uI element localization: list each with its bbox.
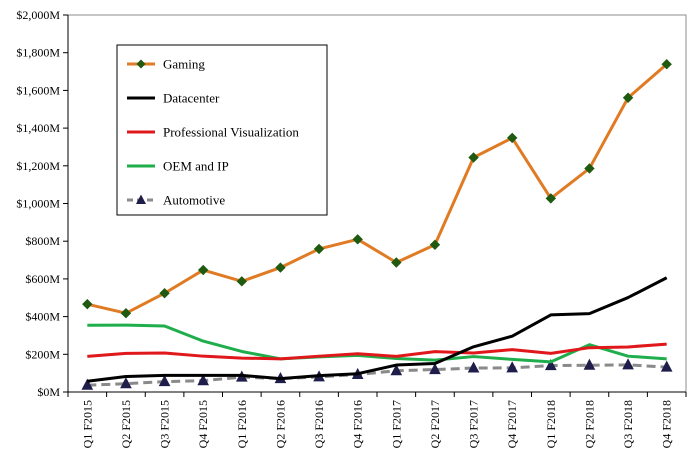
data-point-marker	[583, 358, 596, 370]
y-axis-tick-labels: $0M $200M $400M $600M $800M $1,000M $1,200M $1,…	[16, 8, 60, 399]
x-tick-label: Q1 F2018	[544, 400, 558, 448]
data-point-marker	[120, 307, 132, 319]
legend-item: Gaming	[127, 57, 205, 72]
series-line	[87, 276, 668, 383]
legend-label: Datacenter	[163, 91, 220, 106]
legend: Gaming Datacenter Professional Visualizati…	[116, 44, 328, 216]
series-line	[87, 342, 667, 361]
y-tick-label: $1,000M	[16, 197, 60, 211]
y-tick-label: $0M	[37, 385, 60, 399]
data-point-marker	[660, 360, 673, 372]
y-tick-label: $1,800M	[16, 46, 60, 60]
data-point-marker	[352, 234, 363, 245]
data-point-marker	[622, 358, 634, 370]
legend-label: Professional Visualization	[163, 125, 299, 140]
data-point-marker	[429, 362, 441, 375]
legend-item: OEM and IP	[127, 159, 229, 174]
series-line	[87, 323, 667, 364]
y-tick-label: $200M	[25, 347, 60, 361]
x-tick-label: Q3 F2016	[312, 400, 326, 448]
y-tick-label: $600M	[25, 272, 60, 286]
data-point-marker	[661, 58, 672, 70]
series-line	[86, 63, 668, 315]
x-tick-label: Q1 F2015	[80, 400, 94, 448]
x-axis-tick-labels: Q1 F2015 Q2 F2015 Q3 F2015 Q4 F2015 Q1 F2016…	[80, 400, 673, 448]
data-point-marker	[506, 361, 519, 373]
data-point-marker	[81, 378, 94, 390]
x-tick-label: Q4 F2016	[351, 400, 365, 448]
axes	[63, 14, 687, 397]
y-tick-label: $800M	[25, 234, 60, 248]
data-point-marker	[467, 361, 480, 373]
x-tick-label: Q4 F2015	[196, 400, 210, 448]
data-point-marker	[313, 243, 325, 255]
x-tick-label: Q1 F2016	[235, 400, 249, 448]
legend-label: Gaming	[163, 57, 205, 72]
x-tick-label: Q4 F2017	[505, 400, 519, 448]
series-oem-and-ip	[87, 323, 667, 364]
data-point-marker	[236, 276, 248, 287]
data-point-marker	[429, 239, 441, 250]
x-tick-label: Q3 F2018	[621, 400, 635, 448]
legend-item: Datacenter	[127, 91, 220, 106]
y-tick-label: $1,200M	[16, 159, 60, 173]
legend-box	[116, 44, 328, 216]
data-point-marker	[197, 264, 209, 276]
x-tick-label: Q3 F2017	[467, 400, 481, 448]
legend-marker	[136, 194, 146, 204]
y-tick-label: $1,400M	[16, 121, 60, 135]
data-point-marker	[506, 132, 518, 144]
x-tick-label: Q2 F2017	[428, 400, 442, 448]
legend-label: Automotive	[163, 193, 225, 208]
series-line	[87, 363, 667, 387]
data-point-marker	[197, 374, 210, 386]
data-point-marker	[545, 193, 557, 204]
series-professional-visualization	[87, 342, 667, 361]
data-point-marker	[390, 364, 403, 376]
y-tick-label: $2,000M	[16, 8, 60, 22]
data-point-marker	[584, 163, 595, 174]
x-tick-label: Q3 F2015	[158, 400, 172, 448]
data-point-marker	[544, 359, 557, 371]
data-point-marker	[82, 298, 93, 310]
data-point-marker	[159, 288, 170, 299]
legend-item: Professional Visualization	[127, 125, 299, 140]
series-layer	[81, 58, 673, 390]
x-tick-label: Q1 F2017	[389, 400, 403, 448]
y-tick-label: $1,600M	[16, 83, 60, 97]
series-gaming	[82, 58, 672, 319]
y-tick-label: $400M	[25, 310, 60, 324]
data-point-marker	[391, 257, 402, 268]
legend-marker	[136, 59, 146, 69]
data-point-marker	[158, 375, 171, 387]
legend-item: Automotive	[127, 193, 225, 208]
x-tick-label: Q2 F2015	[119, 400, 133, 448]
legend-label: OEM and IP	[163, 159, 229, 174]
data-point-marker	[275, 262, 286, 273]
x-tick-label: Q2 F2016	[273, 400, 287, 448]
data-point-marker	[120, 377, 132, 389]
data-point-marker	[622, 92, 634, 103]
x-tick-label: Q4 F2018	[660, 400, 674, 448]
x-tick-label: Q2 F2018	[582, 400, 596, 448]
series-datacenter	[87, 276, 668, 383]
data-point-marker	[468, 152, 479, 163]
